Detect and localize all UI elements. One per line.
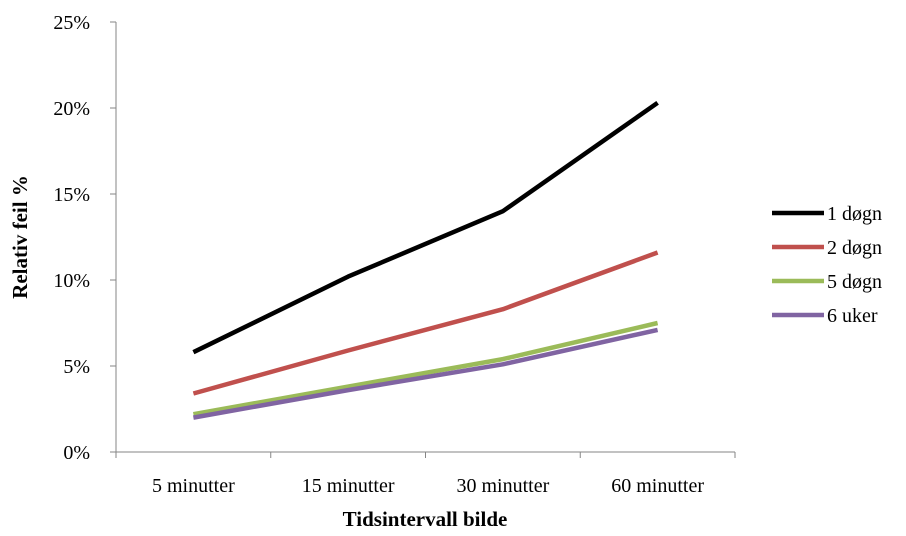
legend-label: 2 døgn — [827, 237, 882, 259]
series-line-2 — [192, 250, 659, 396]
y-tick-label: 25% — [53, 12, 90, 34]
x-tick-label: 30 minutter — [456, 475, 549, 497]
y-tick-label: 5% — [63, 356, 90, 378]
series-line-1 — [192, 100, 659, 355]
y-axis-ticks: 0% 5% 10% 15% 20% 25% — [53, 12, 116, 464]
y-axis-title: Relativ feil % — [8, 175, 32, 299]
legend-label: 1 døgn — [827, 203, 882, 225]
legend-label: 5 døgn — [827, 271, 882, 293]
legend-label: 6 uker — [827, 305, 878, 327]
series-line-4 — [193, 327, 659, 420]
y-tick-label: 10% — [53, 270, 90, 292]
y-tick-label: 20% — [53, 98, 90, 120]
series-line-3 — [193, 320, 659, 417]
legend-item: 2 døgn — [772, 237, 882, 259]
y-tick-label: 0% — [63, 442, 90, 464]
legend: 1 døgn 2 døgn 5 døgn 6 uker — [772, 203, 882, 327]
x-tick-label: 60 minutter — [611, 475, 704, 497]
x-tick-label: 5 minutter — [152, 475, 235, 497]
x-axis-title: Tidsintervall bilde — [343, 507, 508, 531]
legend-item: 5 døgn — [772, 271, 882, 293]
legend-item: 1 døgn — [772, 203, 882, 225]
x-axis-ticks: 5 minutter 15 minutter 30 minutter 60 minut… — [115, 452, 736, 497]
series-lines — [192, 100, 659, 420]
y-tick-label: 15% — [53, 184, 90, 206]
plot-area: 0% 5% 10% 15% 20% 25% 5 minutter 15 minutter 30… — [53, 12, 736, 497]
legend-item: 6 uker — [772, 305, 878, 327]
x-tick-label: 15 minutter — [302, 475, 395, 497]
